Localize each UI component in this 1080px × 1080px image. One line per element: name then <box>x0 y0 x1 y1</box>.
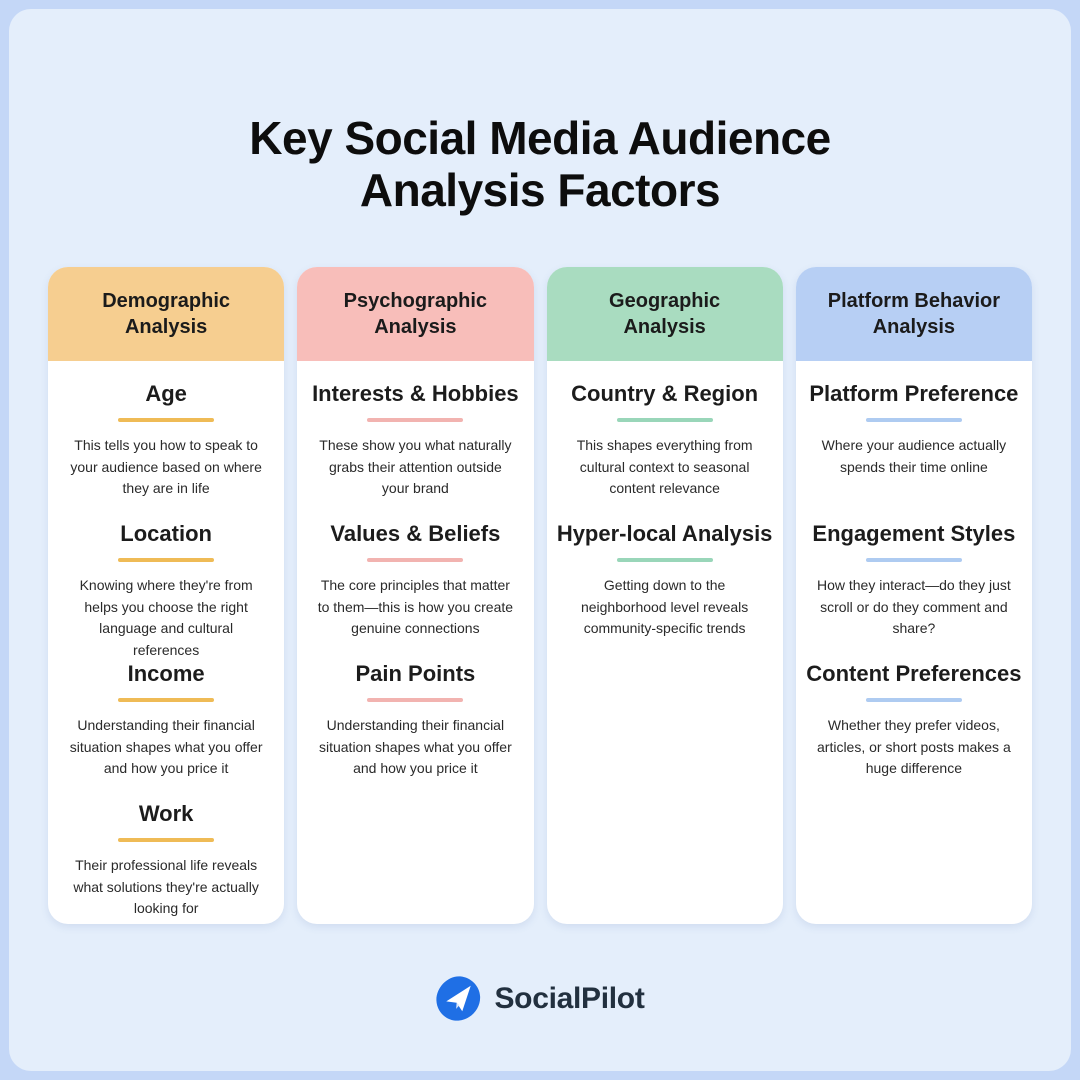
socialpilot-logo-icon <box>436 976 481 1021</box>
card-header: Geographic Analysis <box>546 267 783 361</box>
section-heading: Country & Region <box>571 381 759 406</box>
page-title-line1: Key Social Media Audience <box>249 112 831 164</box>
factor-card-2: Geographic Analysis Country & Region This s… <box>546 267 783 924</box>
section-heading: Platform Preference <box>809 381 1019 406</box>
factor-section: Income Understanding their financial situ… <box>48 655 284 795</box>
section-description: Whether they prefer videos, articles, or… <box>817 717 1011 777</box>
card-header: Psychographic Analysis <box>297 267 534 361</box>
section-description: Understanding their financial situation … <box>69 717 263 777</box>
card-body: Country & Region This shapes everything f… <box>547 361 783 655</box>
section-description: Getting down to the neighborhood level r… <box>580 577 749 637</box>
section-accent-underline <box>865 558 962 562</box>
section-description: Knowing where they're from helps you cho… <box>79 577 253 659</box>
section-description: How they interact—do they just scroll or… <box>816 577 1011 637</box>
section-accent-underline <box>118 558 215 562</box>
card-header-line: Geographic <box>609 290 721 312</box>
card-header-line: Platform Behavior <box>827 290 1000 312</box>
factor-card-0: Demographic Analysis Age This tells you how… <box>48 267 285 924</box>
brand-footer: SocialPilot <box>9 975 1071 1022</box>
page-title: Key Social Media Audience Analysis Facto… <box>9 112 1071 216</box>
section-accent-underline <box>865 418 962 422</box>
factor-section: Location Knowing where they're from helps… <box>48 515 284 658</box>
brand-name: SocialPilot <box>494 981 645 1015</box>
card-header-line: Analysis <box>872 316 955 338</box>
card-header: Platform Behavior Analysis <box>795 267 1032 361</box>
factor-section: Pain Points Understanding their financial… <box>297 655 533 795</box>
section-accent-underline <box>865 698 962 702</box>
section-heading: Pain Points <box>355 661 476 686</box>
card-header-line: Analysis <box>623 316 706 338</box>
section-accent-underline <box>118 838 215 842</box>
section-accent-underline <box>616 558 713 562</box>
card-header-line: Analysis <box>124 316 208 338</box>
factor-section: Age This tells you how to speak to your a… <box>48 375 284 515</box>
factor-section: Engagement Styles How they interact—do th… <box>796 515 1032 655</box>
factor-columns: Demographic Analysis Age This tells you how… <box>48 267 1032 924</box>
page-title-line2: Analysis Factors <box>359 163 721 216</box>
section-accent-underline <box>118 698 215 702</box>
factor-section: Hyper-local Analysis Getting down to the … <box>547 515 783 655</box>
section-accent-underline <box>616 418 713 422</box>
section-description: Where your audience actually spends thei… <box>821 437 1007 475</box>
section-heading: Values & Beliefs <box>330 521 501 546</box>
section-accent-underline <box>367 418 464 422</box>
section-heading: Age <box>145 381 187 406</box>
card-body: Age This tells you how to speak to your a… <box>48 361 284 924</box>
section-heading: Interests & Hobbies <box>312 381 519 406</box>
section-description: Their professional life reveals what sol… <box>73 857 259 917</box>
section-accent-underline <box>367 698 464 702</box>
section-description: The core principles that matter to them—… <box>317 577 514 637</box>
factor-card-1: Psychographic Analysis Interests & Hobbies… <box>297 267 534 924</box>
factor-section: Content Preferences Whether they prefer v… <box>796 655 1032 795</box>
card-header-line: Demographic <box>102 290 231 312</box>
card-header-line: Analysis <box>374 316 457 338</box>
section-heading: Work <box>138 801 194 826</box>
factor-card-3: Platform Behavior Analysis Platform Prefer… <box>795 267 1032 924</box>
factor-section: Platform Preference Where your audience a… <box>796 375 1032 515</box>
factor-section: Interests & Hobbies These show you what n… <box>297 375 533 515</box>
section-description: This tells you how to speak to your audi… <box>70 437 262 497</box>
factor-section: Values & Beliefs The core principles that… <box>297 515 533 655</box>
section-description: Understanding their financial situation … <box>318 717 512 777</box>
factor-section: Country & Region This shapes everything f… <box>547 375 783 515</box>
section-heading: Content Preferences <box>806 661 1022 686</box>
section-heading: Engagement Styles <box>812 521 1016 546</box>
card-body: Platform Preference Where your audience a… <box>796 361 1032 795</box>
factor-section: Work Their professional life reveals what… <box>48 795 284 924</box>
section-description: This shapes everything from cultural con… <box>576 437 753 497</box>
card-header: Demographic Analysis <box>48 267 285 361</box>
card-body: Interests & Hobbies These show you what n… <box>297 361 533 795</box>
card-header-line: Psychographic <box>343 290 488 312</box>
infographic-panel: Key Social Media Audience Analysis Facto… <box>9 9 1071 1071</box>
section-heading: Location <box>120 521 212 546</box>
section-heading: Hyper-local Analysis <box>556 521 773 546</box>
section-heading: Income <box>127 661 205 686</box>
section-description: These show you what naturally grabs thei… <box>319 437 512 497</box>
section-accent-underline <box>367 558 464 562</box>
section-accent-underline <box>118 418 215 422</box>
